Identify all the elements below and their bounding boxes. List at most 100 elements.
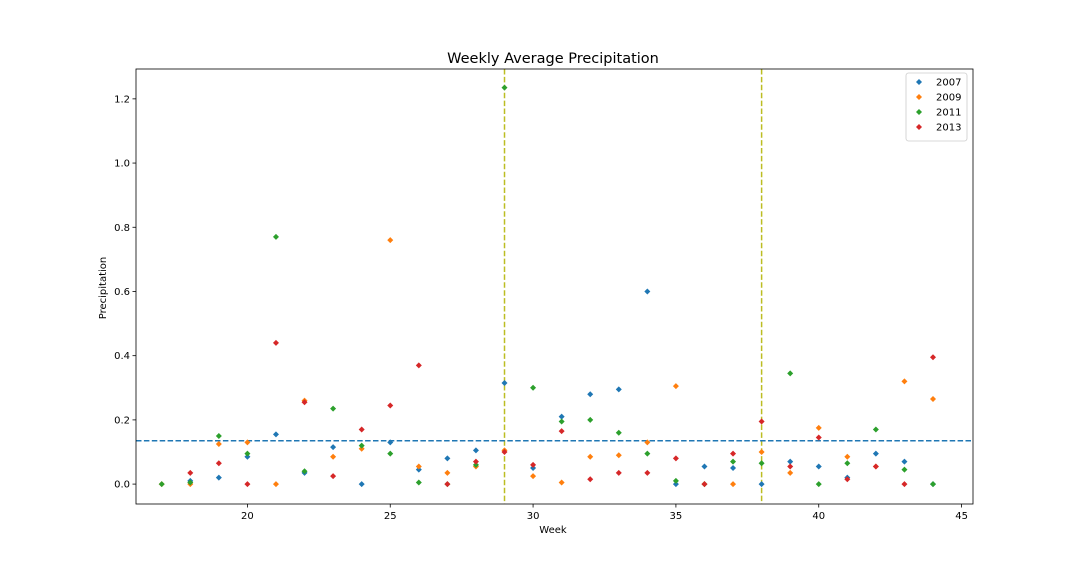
data-point	[272, 431, 279, 438]
data-point	[930, 481, 937, 488]
y-tick-label: 1.2	[114, 94, 130, 105]
data-point	[272, 233, 279, 240]
data-point	[530, 473, 537, 480]
data-point	[701, 463, 708, 470]
x-tick-label: 35	[670, 511, 683, 522]
data-point	[901, 458, 908, 465]
legend-item-2007: 2007	[916, 78, 961, 89]
data-point	[901, 466, 908, 473]
data-point	[272, 481, 279, 488]
data-point	[587, 453, 594, 460]
data-point	[472, 447, 479, 454]
data-point	[730, 465, 737, 472]
data-point	[815, 481, 822, 488]
y-tick-label: 0.0	[114, 480, 130, 491]
data-point	[787, 469, 794, 476]
data-point	[615, 452, 622, 459]
data-point	[472, 458, 479, 465]
data-point	[587, 476, 594, 483]
data-point	[415, 362, 422, 369]
data-point	[444, 455, 451, 462]
plot-area	[135, 68, 974, 505]
legend-marker	[916, 79, 922, 85]
data-point	[244, 481, 251, 488]
data-point	[644, 469, 651, 476]
data-point	[672, 481, 679, 488]
data-point	[558, 428, 565, 435]
data-point	[558, 413, 565, 420]
x-axis-ticks: 20 25 30 35 40 45	[241, 504, 968, 522]
data-point	[730, 458, 737, 465]
data-point	[358, 481, 365, 488]
data-point	[358, 442, 365, 449]
data-point	[587, 391, 594, 398]
data-point	[815, 434, 822, 441]
data-point	[501, 84, 508, 91]
data-point	[301, 399, 308, 406]
data-point	[730, 481, 737, 488]
data-point	[244, 450, 251, 457]
plot-frame	[135, 68, 974, 505]
data-point	[672, 477, 679, 484]
legend-item-2011: 2011	[916, 108, 961, 119]
data-point	[787, 370, 794, 377]
x-tick-label: 30	[527, 511, 540, 522]
data-point	[330, 473, 337, 480]
data-point	[215, 474, 222, 481]
data-point	[758, 481, 765, 488]
data-point	[844, 453, 851, 460]
data-point	[301, 468, 308, 475]
data-point	[158, 481, 165, 488]
data-point	[387, 237, 394, 244]
x-tick-label: 25	[384, 511, 397, 522]
data-point	[530, 384, 537, 391]
data-point	[901, 378, 908, 385]
data-point	[215, 460, 222, 467]
data-point	[530, 465, 537, 472]
data-point	[844, 460, 851, 467]
data-point	[758, 448, 765, 455]
data-point	[472, 461, 479, 468]
data-point	[815, 424, 822, 431]
data-point	[558, 418, 565, 425]
y-tick-label: 0.6	[114, 287, 130, 298]
data-point	[644, 439, 651, 446]
data-point	[387, 402, 394, 409]
y-tick-label: 0.2	[114, 415, 130, 426]
legend-marker	[916, 109, 922, 115]
legend-label: 2011	[936, 108, 961, 119]
data-point	[872, 426, 879, 433]
data-point	[815, 463, 822, 470]
y-tick-label: 1.0	[114, 159, 130, 170]
legend-label: 2009	[936, 93, 961, 104]
data-point	[187, 479, 194, 486]
data-point	[758, 460, 765, 467]
series-2011	[158, 84, 937, 488]
data-point	[872, 450, 879, 457]
data-point	[501, 379, 508, 386]
data-point	[501, 448, 508, 455]
data-point	[415, 463, 422, 470]
data-point	[644, 450, 651, 457]
data-point	[215, 440, 222, 447]
data-point	[930, 354, 937, 361]
data-point	[872, 463, 879, 470]
data-point	[187, 469, 194, 476]
x-tick-label: 20	[241, 511, 254, 522]
data-point	[330, 444, 337, 451]
legend-label: 2013	[936, 123, 961, 134]
data-point	[244, 453, 251, 460]
y-axis-label: Precipitation	[98, 257, 109, 320]
data-point	[358, 426, 365, 433]
data-point	[358, 445, 365, 452]
x-tick-label: 40	[812, 511, 825, 522]
data-points	[158, 84, 937, 488]
series-2013	[187, 339, 937, 488]
data-point	[787, 463, 794, 470]
data-point	[330, 453, 337, 460]
legend-box	[905, 72, 968, 142]
data-point	[587, 416, 594, 423]
data-point	[672, 455, 679, 462]
